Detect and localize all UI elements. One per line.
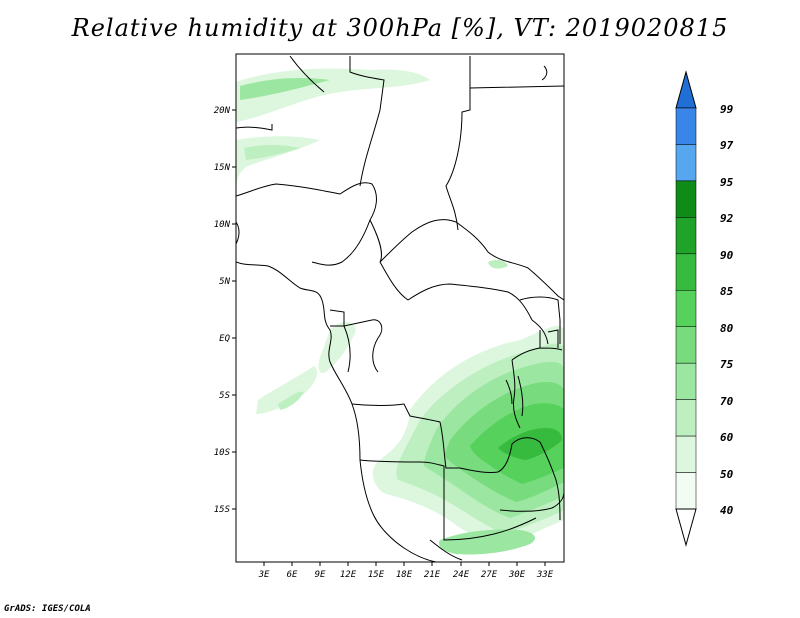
colorbar-label: 40: [720, 504, 734, 517]
country-borders: [236, 55, 564, 562]
west-coastline: [236, 261, 437, 562]
sahel-borders: [289, 55, 564, 231]
colorbar-label: 97: [720, 139, 734, 152]
colorbar-label: 92: [720, 212, 734, 225]
great-lakes-borders: [511, 329, 563, 429]
colorbar-label: 50: [720, 468, 734, 481]
lon-label: 9E: [315, 570, 326, 580]
shade-gulf-40: [256, 366, 318, 414]
lat-label: 10N: [214, 220, 231, 230]
angola-zambia-border: [359, 459, 537, 541]
map-title: Relative humidity at 300hPa [%], VT: 201…: [71, 14, 729, 42]
colorbar-box: [675, 399, 697, 437]
lat-label: 10S: [214, 448, 231, 458]
colorbar-boxes: [675, 107, 697, 510]
shade-gulf-60: [278, 391, 304, 410]
colorbar-box: [675, 472, 697, 510]
lat-label: 20N: [214, 106, 231, 116]
misc-coast-segments: [236, 65, 548, 262]
colorbar-bottom-arrow: [675, 508, 697, 547]
colorbar-label: 75: [720, 358, 734, 371]
niger-nigeria-border: [236, 124, 377, 266]
lon-label: 33E: [536, 570, 554, 580]
lon-label: 3E: [258, 570, 270, 580]
colorbar-label: 70: [720, 395, 734, 408]
lat-label: 15S: [214, 505, 231, 515]
colorbar-top-arrow: [675, 70, 697, 109]
car-border: [369, 219, 564, 301]
lat-label: 15N: [214, 163, 231, 173]
lon-label: 24E: [453, 570, 470, 580]
colorbar-box: [675, 435, 697, 473]
lat-label: 5S: [219, 391, 230, 401]
colorbar-box: [675, 107, 697, 145]
lon-label: 12E: [340, 570, 357, 580]
shade-central-60: [488, 259, 508, 269]
lake-tanganyika: [505, 375, 524, 417]
latitude-axis: 20N 15N 10N 5N EQ 5S 10S 15S: [214, 106, 231, 515]
map-frame: [235, 53, 565, 563]
gabon-congo-border: [329, 309, 383, 373]
lon-label: 30E: [508, 570, 526, 580]
colorbar-label: 99: [720, 103, 734, 116]
colorbar-label: 60: [720, 431, 734, 444]
longitude-axis: 3E 6E 9E 12E 15E 18E 21E 24E 27E 30E 33E: [258, 570, 554, 580]
shade-south-70: [438, 529, 535, 555]
colorbar-box: [675, 144, 697, 182]
humidity-shading: [236, 68, 564, 555]
colorbar-label: 90: [720, 249, 734, 262]
colorbar-box: [675, 290, 697, 327]
southern-borders: [429, 491, 564, 561]
shade-north2-40: [236, 136, 320, 190]
shade-north-70: [240, 78, 330, 100]
drc-angola-border: [351, 403, 561, 521]
shade-north2-60: [244, 145, 300, 160]
colorbar-label: 85: [720, 285, 734, 298]
shade-plume-85: [498, 428, 562, 460]
colorbar-box: [675, 180, 697, 218]
colorbar-label: 80: [720, 322, 734, 335]
latitude-ticks: [232, 109, 236, 510]
lon-label: 18E: [396, 570, 413, 580]
congo-north-border: [379, 261, 549, 345]
colorbar-label: 95: [720, 176, 734, 189]
colorbar: 99 97 95 92 90 85 80 75 70 60 50 40: [675, 70, 734, 547]
colorbar-box: [675, 362, 697, 400]
lon-label: 21E: [424, 570, 441, 580]
colorbar-box: [675, 326, 697, 364]
colorbar-box: [675, 253, 697, 291]
lon-label: 15E: [368, 570, 385, 580]
shade-equator-40: [318, 321, 356, 373]
credit-text: GrADS: IGES/COLA: [4, 604, 91, 614]
uganda-kenya-border: [519, 296, 561, 344]
lat-label: 5N: [219, 277, 230, 287]
colorbar-labels: 99 97 95 92 90 85 80 75 70 60 50 40: [720, 103, 734, 517]
lon-label: 6E: [287, 570, 298, 580]
lon-label: 27E: [481, 570, 498, 580]
lat-label: EQ: [219, 334, 230, 344]
longitude-ticks: [263, 562, 546, 566]
colorbar-box: [675, 217, 697, 255]
